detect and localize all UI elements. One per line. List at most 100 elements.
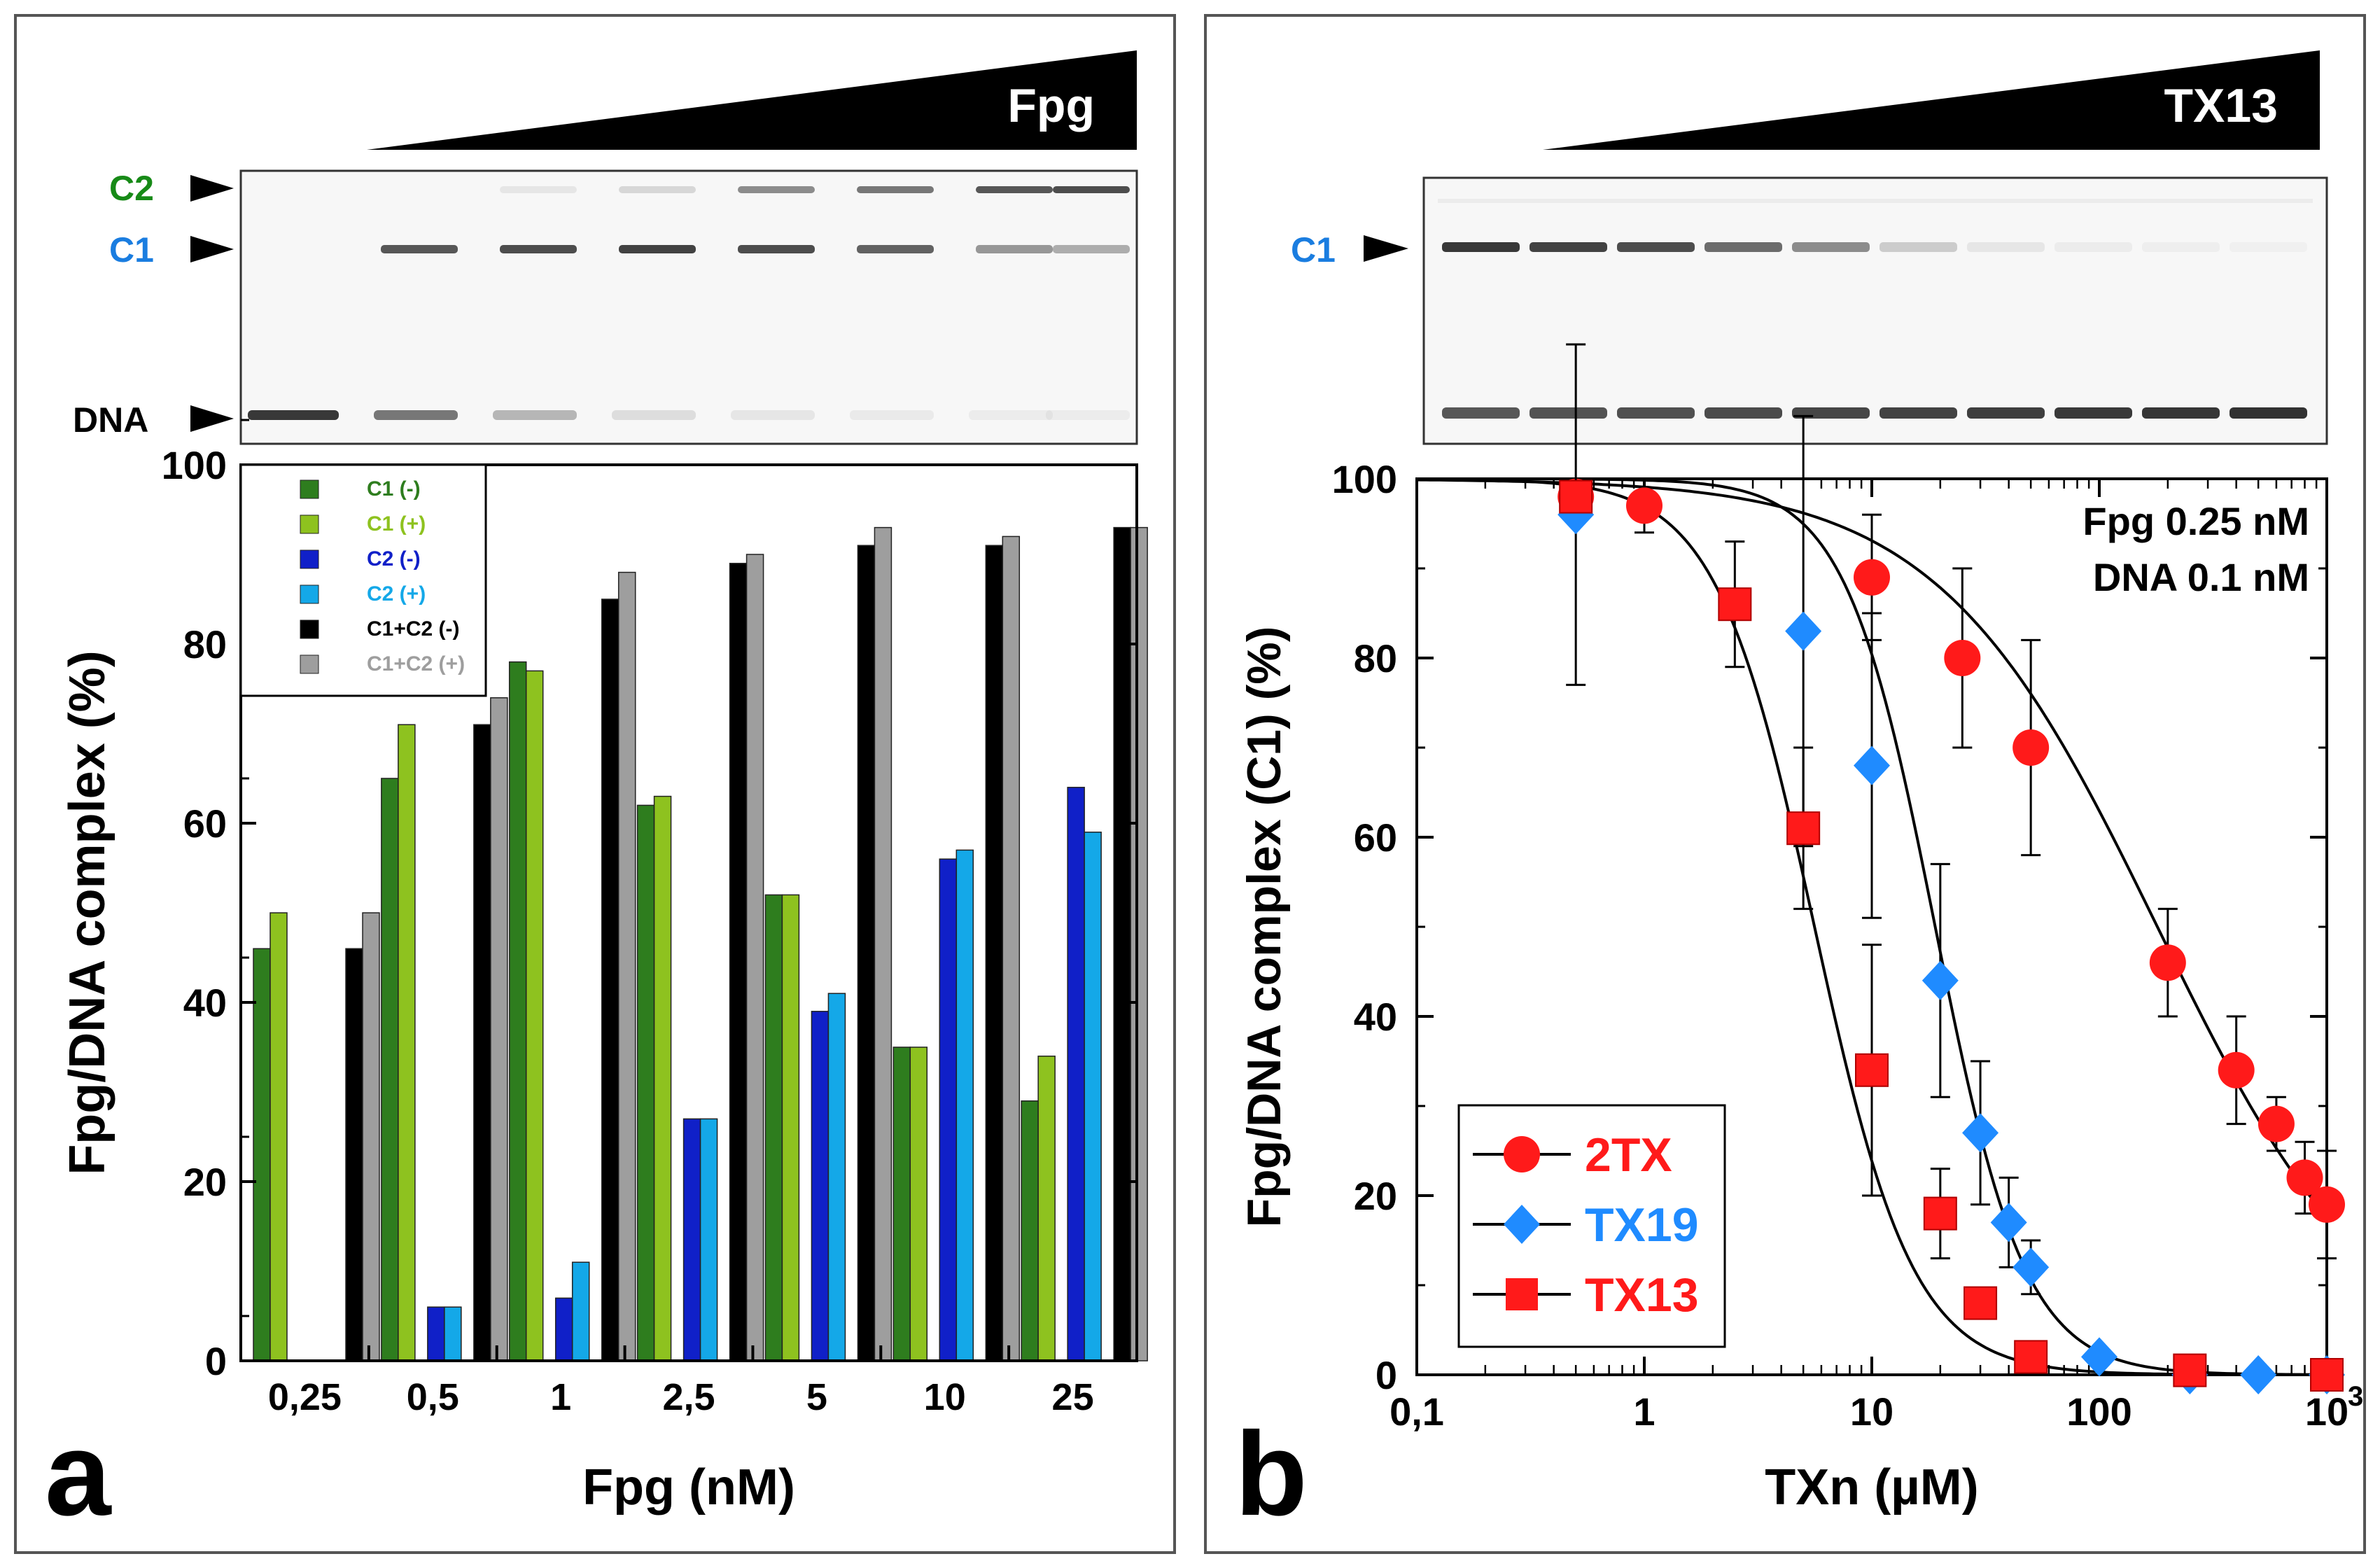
bar-c1--0 — [270, 912, 288, 1362]
panel-letter-b: b — [1235, 1408, 1308, 1541]
x-tick-label: 100 — [2066, 1390, 2132, 1434]
bar-c1-c2--6 — [1130, 526, 1148, 1362]
bar-c2--5 — [939, 858, 958, 1362]
legend-label: TX13 — [1585, 1268, 1699, 1322]
gel-wedge-label: TX13 — [2164, 79, 2278, 132]
gel-band-dna — [612, 410, 696, 420]
bar-c1-c2--3 — [729, 563, 748, 1362]
point-2tx — [1854, 559, 1890, 596]
band-arrow-c1 — [190, 236, 234, 262]
point-tx19 — [1962, 1113, 1999, 1153]
point-2tx — [2012, 729, 2050, 766]
gel-band-dna — [493, 410, 577, 420]
point-tx13 — [1923, 1196, 1957, 1231]
gel-band-dna — [1530, 407, 1607, 419]
bar-c1--4 — [781, 894, 800, 1362]
bar-c1-c2--4 — [874, 526, 892, 1362]
bar-c2--5 — [955, 849, 974, 1362]
gel-band-smear — [1438, 199, 2313, 203]
point-2tx — [2149, 944, 2186, 981]
gel-band-c1 — [976, 245, 1053, 253]
y-tick-label: 20 — [183, 1160, 227, 1204]
point-tx13 — [1559, 479, 1593, 514]
y-axis-title: Fpg/DNA complex (C1) (%) — [1238, 626, 1291, 1228]
legend-swatch — [300, 654, 319, 674]
legend-label: TX19 — [1585, 1198, 1699, 1252]
x-tick-label: 0,25 — [268, 1376, 342, 1418]
y-tick-label: 60 — [183, 802, 227, 846]
gel-band-c2 — [500, 186, 577, 193]
band-arrow-c2 — [190, 175, 234, 202]
band-arrow-dna — [190, 405, 234, 432]
bar-c2--2 — [571, 1261, 590, 1362]
gel-band-dna — [374, 410, 458, 420]
gel-band-c1 — [619, 245, 696, 253]
gel-bands — [1438, 199, 2313, 419]
gel-band-dna — [1046, 410, 1130, 420]
point-tx13 — [1718, 587, 1752, 622]
band-label-c2: C2 — [109, 169, 154, 208]
plot-frame — [239, 463, 1138, 1362]
annotation-fpg-conc: Fpg 0.25 nM — [2082, 499, 2309, 543]
gel-band-c1 — [2142, 242, 2220, 252]
legend-marker — [1506, 1278, 1538, 1310]
bar-c2--1 — [444, 1306, 462, 1362]
y-tick-label: 100 — [1332, 457, 1397, 501]
gel-band-c1 — [1530, 242, 1607, 252]
bar-c2--4 — [827, 993, 846, 1362]
legend-marker — [1504, 1136, 1540, 1172]
bar-c1--5 — [909, 1046, 928, 1362]
point-tx19 — [1990, 1203, 2027, 1242]
bar-c1-c2--5 — [985, 545, 1004, 1362]
x-tick-superscript: 3 — [2348, 1381, 2363, 1412]
legend-label: C2 (-) — [367, 547, 421, 570]
gel-band-c1 — [1792, 242, 1870, 252]
bar-c2--4 — [811, 1011, 830, 1362]
legend-swatch — [300, 550, 319, 569]
bar-c1--4 — [764, 894, 783, 1362]
y-tick-label: 0 — [205, 1339, 227, 1383]
gel-band-c2 — [857, 186, 934, 193]
point-2tx — [2218, 1051, 2255, 1088]
gel-band-c2 — [1053, 186, 1130, 193]
bar-c1--1 — [398, 724, 416, 1362]
legend-marker — [1504, 1205, 1540, 1244]
gel-band-dna — [248, 410, 339, 420]
bar-c1--1 — [381, 778, 399, 1362]
point-2tx — [2286, 1159, 2323, 1196]
point-tx13 — [2310, 1358, 2344, 1392]
point-tx13 — [2014, 1340, 2048, 1374]
bar-chart: 0,25 0,5 1 2,5 5 10 25 0 20 40 60 80 100 Fpg (nM) Fpg/… — [59, 419, 1148, 1516]
gel-band-dna — [850, 410, 934, 420]
point-tx13 — [1963, 1286, 1998, 1320]
y-tick-label: 0 — [1376, 1353, 1397, 1397]
y-tick-label: 20 — [1354, 1174, 1397, 1218]
gel-image — [1422, 176, 2328, 445]
point-tx19 — [2012, 1247, 2050, 1287]
bar-c2--6 — [1084, 832, 1102, 1362]
x-tick-label: 25 — [1052, 1376, 1094, 1418]
x-tick-label: 5 — [806, 1376, 827, 1418]
legend-swatch — [300, 584, 319, 604]
x-tick-label: 1 — [550, 1376, 571, 1418]
y-tick-label: 60 — [1354, 816, 1397, 860]
gel-band-c1 — [2230, 242, 2307, 252]
bar-c1-c2--1 — [473, 724, 491, 1362]
point-2tx — [1626, 487, 1662, 524]
y-axis-title: Fpg/DNA complex (%) — [59, 650, 115, 1175]
gel-band-dna — [969, 410, 1053, 420]
point-2tx — [2258, 1105, 2295, 1142]
gel-band-dna — [2142, 407, 2220, 419]
point-tx13 — [1786, 811, 1821, 846]
bar-c1-c2--6 — [1113, 526, 1131, 1362]
legend-swatch — [300, 620, 319, 639]
x-tick-label: 10 — [2305, 1390, 2348, 1434]
band-arrow-c1 — [1364, 235, 1408, 262]
gel-band-dna — [1879, 407, 1957, 419]
point-tx19 — [2240, 1355, 2277, 1394]
gel-band-dna — [731, 410, 815, 420]
y-tick-label: 40 — [183, 981, 227, 1025]
point-tx13 — [1855, 1053, 1889, 1087]
legend-label: C1+C2 (+) — [367, 652, 465, 676]
